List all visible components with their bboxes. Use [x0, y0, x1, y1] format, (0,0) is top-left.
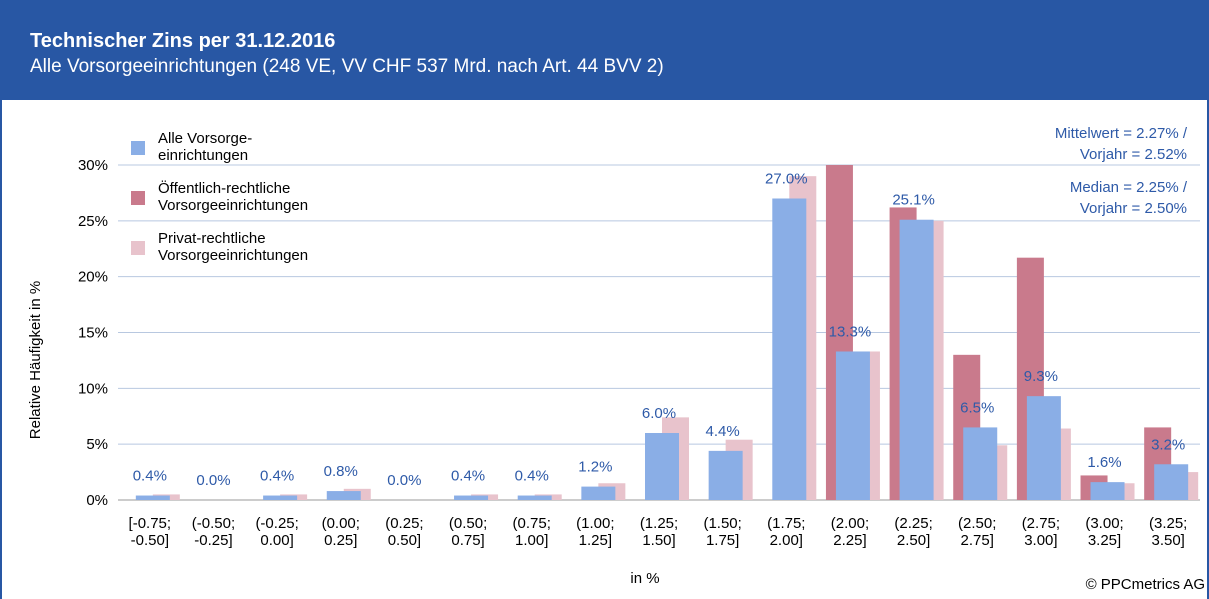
bar: [263, 495, 298, 500]
header: [0, 0, 1209, 100]
annotation: Mittelwert = 2.27% /: [1055, 125, 1188, 142]
legend-label: Privat-rechtliche Vorsorgeeinrichtungen: [158, 230, 308, 264]
x-tick-label: (1.75; 2.00]: [767, 515, 805, 549]
data-label: 13.3%: [829, 323, 872, 340]
data-label: 1.2%: [578, 459, 612, 476]
bar: [135, 495, 170, 500]
annotation: Vorjahr = 2.52%: [1080, 146, 1187, 163]
x-tick-label: (3.00; 3.25]: [1085, 515, 1123, 549]
data-label: 6.5%: [960, 399, 994, 416]
data-label: 0.0%: [196, 472, 230, 489]
x-tick-label: (0.00; 0.25]: [322, 515, 360, 549]
legend-swatch: [131, 141, 145, 155]
x-tick-label: (3.25; 3.50]: [1149, 515, 1187, 549]
chart-title: Technischer Zins per 31.12.2016: [30, 30, 335, 52]
data-label: 25.1%: [892, 192, 935, 209]
data-label: 0.4%: [515, 468, 549, 485]
y-tick-label: 0%: [86, 492, 108, 509]
x-tick-label: (0.50; 0.75]: [449, 515, 487, 549]
data-label: 0.8%: [324, 463, 358, 480]
bar: [645, 433, 679, 500]
chart-subtitle: Alle Vorsorgeeinrichtungen (248 VE, VV C…: [30, 56, 664, 77]
annotation: Vorjahr = 2.50%: [1080, 200, 1187, 217]
bar: [772, 198, 807, 500]
x-tick-label: (0.25; 0.50]: [385, 515, 423, 549]
bar: [708, 450, 743, 500]
y-tick-label: 20%: [78, 269, 108, 286]
bar: [454, 495, 489, 500]
x-tick-label: [-0.75; -0.50]: [129, 515, 172, 549]
data-label: 0.4%: [451, 468, 485, 485]
y-axis-title: Relative Häufigkeit in %: [27, 281, 44, 439]
bar: [1154, 464, 1189, 500]
y-tick-label: 5%: [86, 436, 108, 453]
y-tick-label: 10%: [78, 380, 108, 397]
x-tick-label: (2.00; 2.25]: [831, 515, 869, 549]
legend-label: Alle Vorsorge-einrichtungen: [158, 130, 252, 164]
bar: [1026, 396, 1061, 500]
source: © PPCmetrics AG: [1086, 576, 1205, 593]
data-label: 1.6%: [1087, 454, 1121, 471]
data-label: 0.0%: [387, 472, 421, 489]
y-tick-label: 15%: [78, 325, 108, 342]
data-label: 4.4%: [706, 423, 740, 440]
data-label: 3.2%: [1151, 436, 1185, 453]
x-tick-label: (2.50; 2.75]: [958, 515, 996, 549]
x-tick-label: (1.00; 1.25]: [576, 515, 614, 549]
x-tick-label: (2.25; 2.50]: [894, 515, 932, 549]
x-axis-title: in %: [630, 570, 659, 587]
legend-swatch: [131, 191, 145, 205]
data-label: 9.3%: [1024, 368, 1058, 385]
bar: [835, 351, 870, 500]
data-label: 0.4%: [260, 468, 294, 485]
plot-area: [135, 165, 1199, 501]
bar: [963, 427, 998, 500]
annotation: Median = 2.25% /: [1070, 179, 1188, 196]
bar: [1090, 482, 1125, 500]
y-tick-label: 25%: [78, 213, 108, 230]
x-tick-label: (0.75; 1.00]: [513, 515, 551, 549]
data-label: 0.4%: [133, 468, 167, 485]
x-tick-label: (-0.50; -0.25]: [192, 515, 235, 549]
x-tick-label: (1.50; 1.75]: [703, 515, 741, 549]
bar: [581, 486, 616, 500]
bar: [326, 491, 361, 500]
x-tick-label: (2.75; 3.00]: [1022, 515, 1060, 549]
bar: [899, 219, 934, 500]
legend-label: Öffentlich-rechtliche Vorsorgeeinrichtung…: [158, 179, 308, 214]
data-label: 27.0%: [765, 171, 808, 188]
y-tick-label: 30%: [78, 157, 108, 174]
bar: [517, 495, 552, 500]
x-tick-label: (-0.25; 0.00]: [255, 515, 298, 549]
x-tick-label: (1.25; 1.50]: [640, 515, 678, 549]
legend-swatch: [131, 241, 145, 255]
data-label: 6.0%: [642, 405, 676, 422]
